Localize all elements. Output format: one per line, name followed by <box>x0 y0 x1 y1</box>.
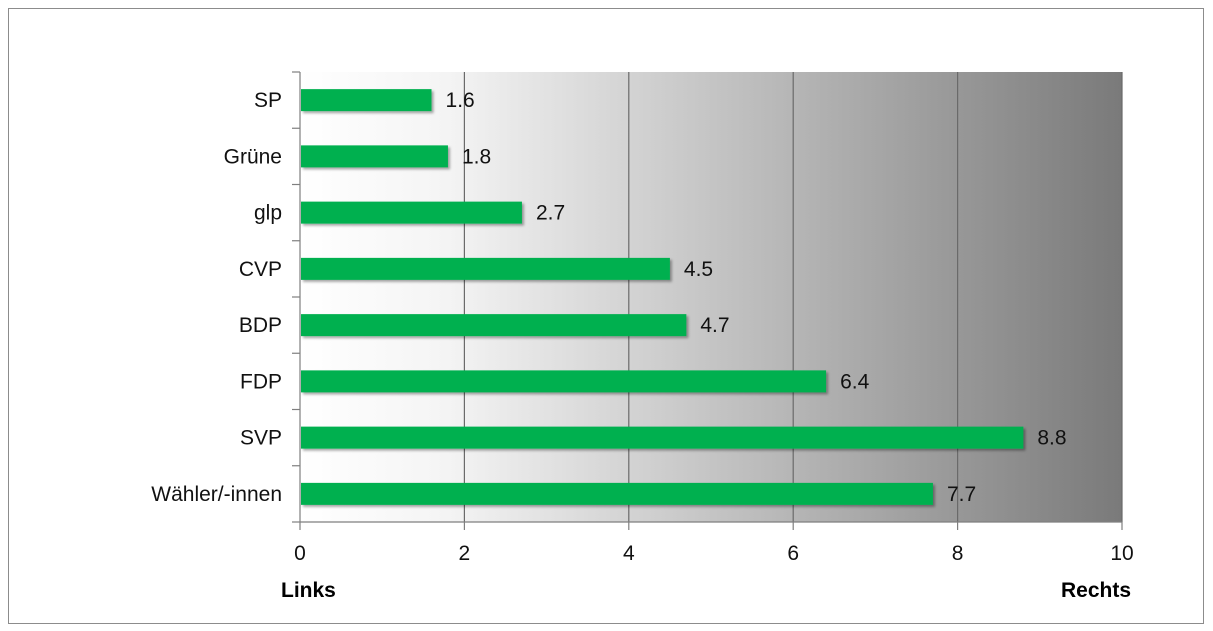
value-label: 6.4 <box>840 370 870 393</box>
plot-area <box>300 72 1122 522</box>
axis-left-end-label: Links <box>281 579 336 602</box>
value-label: 8.8 <box>1037 427 1066 450</box>
category-label: glp <box>254 202 282 225</box>
category-label: Wähler/-innen <box>151 483 282 506</box>
axis-right-end-label: Rechts <box>1060 579 1131 602</box>
bar-chart: 0 2 4 6 8 10 SP 1.6 Grüne 1.8 glp 2.7 CVP 4.5 BDP 4.7 FD… <box>151 71 1134 565</box>
bar-8 <box>301 482 933 505</box>
bar-1 <box>301 89 432 112</box>
x-tick-label: 10 <box>1110 542 1133 565</box>
category-label: BDP <box>239 314 282 337</box>
category-label: Grüne <box>224 145 282 168</box>
chart-frame: 0 2 4 6 8 10 SP 1.6 Grüne 1.8 glp 2.7 CVP 4.5 BDP 4.7 FD… <box>8 8 1204 624</box>
bar-3 <box>301 201 522 224</box>
bar-2 <box>301 145 448 168</box>
x-tick-label: 4 <box>623 542 635 565</box>
value-label: 1.6 <box>446 89 475 112</box>
bar-4 <box>301 257 670 280</box>
value-label: 7.7 <box>947 483 976 506</box>
category-label: CVP <box>239 258 282 281</box>
bar-5 <box>301 314 687 337</box>
value-label: 1.8 <box>462 145 491 168</box>
value-label: 4.7 <box>700 314 729 337</box>
bar-6 <box>301 370 827 393</box>
category-label: SVP <box>240 427 282 450</box>
x-tick-label: 8 <box>952 542 964 565</box>
x-tick-label: 2 <box>459 542 471 565</box>
category-label: SP <box>254 89 282 112</box>
x-tick-label: 6 <box>787 542 799 565</box>
x-tick-label: 0 <box>294 542 306 565</box>
category-label: FDP <box>240 370 282 393</box>
value-label: 4.5 <box>684 258 713 281</box>
bar-7 <box>301 426 1024 449</box>
value-label: 2.7 <box>536 202 565 225</box>
